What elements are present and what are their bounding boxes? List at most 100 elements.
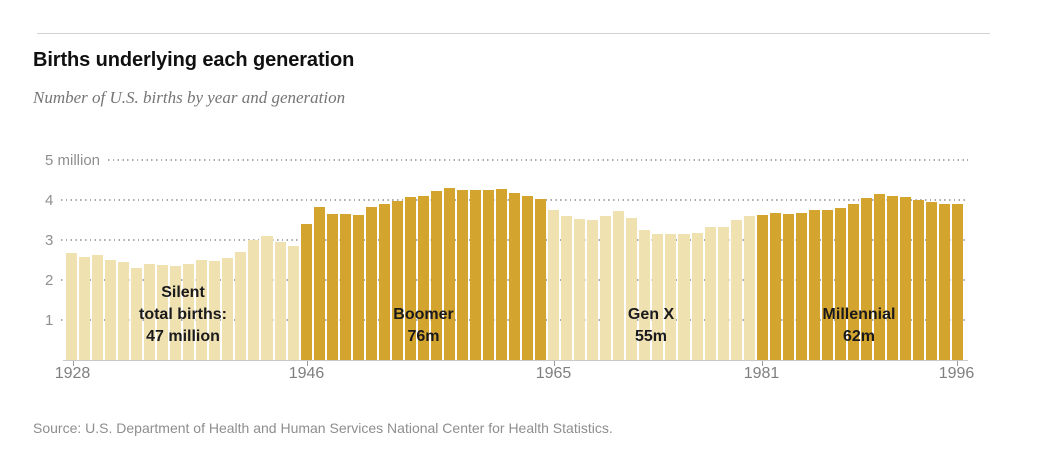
bar-1971 [626,217,638,360]
bar-1949 [339,214,351,360]
bar-1960 [483,189,495,360]
source-note: Source: U.S. Department of Health and Hu… [33,420,613,436]
bar-1951 [365,207,377,360]
bar-1945 [287,245,299,360]
bar-1974 [665,233,677,360]
bar-1989 [860,198,872,360]
bar-1988 [847,203,859,360]
bar-1933 [131,267,143,360]
bar-1954 [404,196,416,360]
x-tick-label: 1981 [743,365,780,382]
bar-1939 [209,261,221,360]
bar-1994 [926,202,938,360]
generation-annotation-gen-x: Gen X 55m [628,304,674,348]
generation-annotation-millennial: Millennial 62m [823,304,896,348]
bar-1987 [834,207,846,360]
x-tick-label: 1946 [288,365,325,382]
x-tick-label: 1996 [938,365,975,382]
bar-1936 [170,265,182,360]
y-axis-label: 1 [45,311,54,329]
bar-1938 [196,260,208,360]
bar-1959 [469,190,481,360]
bar-1979 [730,220,742,360]
bar-1941 [235,252,247,360]
x-tick [72,361,74,366]
bar-1931 [105,259,117,360]
bar-1966 [561,215,573,360]
bar-1943 [261,236,273,360]
gridline-dots [108,159,968,161]
annotation-line: Silent [161,284,205,301]
bar-1955 [417,196,429,360]
bar-1934 [144,264,156,360]
bar-series [66,160,964,360]
bar-1996 [952,204,964,360]
bar-1970 [613,210,625,360]
bar-1993 [913,200,925,360]
bar-1944 [274,242,286,360]
bar-1946 [300,223,312,360]
y-gridline: 5 million [45,151,968,169]
bar-1957 [443,187,455,360]
top-divider [37,33,990,34]
bar-1984 [795,213,807,360]
bar-1968 [587,220,599,360]
bar-1937 [183,263,195,360]
generation-annotation-boomer: Boomer 76m [393,304,453,348]
bar-1982 [769,212,781,360]
annotation-line: Boomer [393,306,454,323]
bar-1953 [391,201,403,360]
y-axis-label: 4 [45,191,54,209]
bar-1986 [821,209,833,360]
bar-1929 [79,256,91,360]
bar-1930 [92,255,104,360]
annotation-line: Gen X [627,306,675,323]
bar-1973 [652,234,664,360]
bar-1947 [313,207,325,360]
bar-1964 [535,198,547,360]
annotation-line: 76m [407,328,440,345]
bar-1981 [756,214,768,360]
x-tick-label: 1965 [535,365,572,382]
bar-1952 [378,203,390,360]
bar-1990 [873,193,885,360]
bar-1963 [522,196,534,360]
bar-1940 [222,257,234,360]
bar-1995 [939,204,951,360]
bar-1948 [326,214,338,360]
bar-1928 [66,253,78,360]
x-tick [956,361,958,366]
bar-1985 [808,209,820,360]
bar-1977 [704,226,716,360]
bar-1992 [900,197,912,360]
bar-1935 [157,264,169,360]
bar-1978 [717,226,729,360]
chart-subtitle: Number of U.S. births by year and genera… [33,88,346,107]
bar-1950 [352,214,364,360]
bar-1965 [548,209,560,360]
bar-1961 [496,189,508,360]
y-axis-label: 3 [45,231,54,249]
x-axis-line [63,360,968,361]
bar-1962 [509,193,521,360]
chart-title: Births underlying each generation [33,49,355,71]
bar-1958 [456,189,468,360]
bar-1980 [743,215,755,360]
bar-1932 [118,262,130,360]
bar-1956 [430,191,442,360]
bar-1975 [678,234,690,360]
annotation-line: total births: [139,306,227,323]
annotation-line: Millennial [822,306,896,323]
y-axis-label: 2 [45,271,54,289]
y-axis-label: 5 million [45,151,101,169]
generation-annotation-silent: Silent total births: 47 million [139,282,227,348]
bar-1991 [886,195,898,360]
x-tick [761,361,763,366]
bar-1972 [639,229,651,360]
x-tick [553,361,555,366]
annotation-line: 47 million [146,328,220,345]
annotation-line: 62m [842,328,876,345]
bar-1983 [782,214,794,360]
